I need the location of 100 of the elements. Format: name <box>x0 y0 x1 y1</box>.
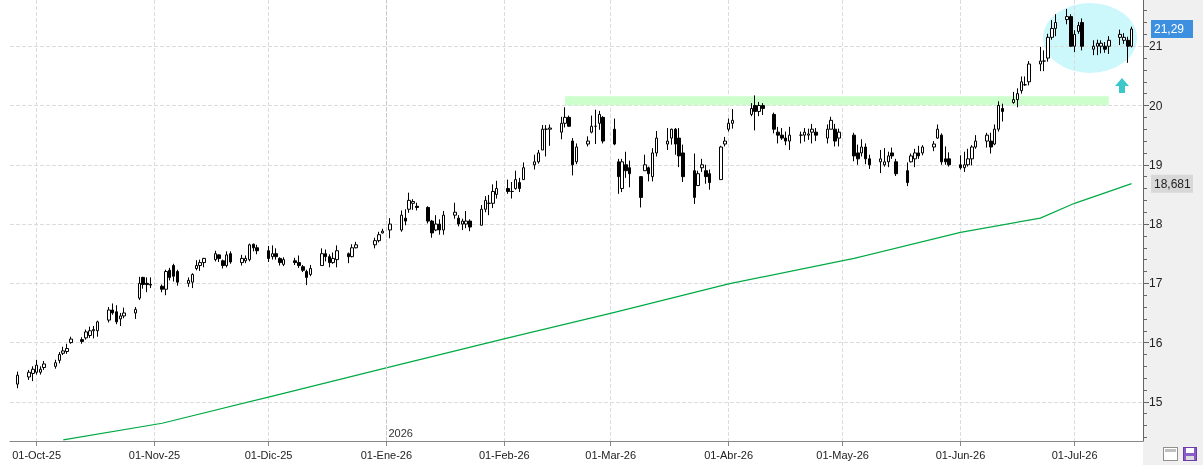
candlestick <box>92 325 95 339</box>
candlestick <box>887 151 890 168</box>
candlestick <box>1118 29 1122 46</box>
candlestick <box>69 336 73 345</box>
candlestick <box>810 123 814 144</box>
candlestick <box>1027 60 1031 86</box>
candlestick <box>328 253 331 268</box>
candlestick <box>506 179 510 195</box>
x-tick-label: 01-May-26 <box>816 448 869 461</box>
candlestick <box>271 244 274 261</box>
candlestick <box>544 124 548 157</box>
candlestick <box>84 329 88 341</box>
candlestick <box>852 132 856 162</box>
y-tick-label: 15 <box>1149 394 1163 409</box>
candlestick <box>780 127 784 141</box>
candlestick <box>442 210 445 236</box>
candlestick <box>149 276 152 289</box>
x-tick-label: 01-Jul-26 <box>1051 448 1098 461</box>
candlestick <box>719 145 723 181</box>
candlestick <box>1012 91 1015 105</box>
candlestick <box>229 250 232 265</box>
candlestick <box>959 154 962 171</box>
candlestick <box>666 127 669 151</box>
y-tick-label: 20 <box>1149 98 1163 113</box>
candlestick <box>191 272 194 289</box>
candlestick <box>803 127 806 143</box>
candlestick <box>510 181 514 200</box>
candlestick <box>966 148 970 168</box>
ref-line-label: 2026 <box>388 426 413 439</box>
candlestick <box>514 170 517 191</box>
candlestick <box>533 154 536 171</box>
candlestick <box>54 359 57 370</box>
candlestick <box>217 253 221 263</box>
x-tick-label: 01-Abr-26 <box>704 448 754 461</box>
candlestick <box>807 128 810 141</box>
candlestick <box>693 153 696 205</box>
candlestick <box>267 245 270 263</box>
candlestick <box>1016 87 1019 108</box>
candlestick <box>753 94 757 131</box>
candlestick <box>963 151 966 173</box>
candlestick <box>788 126 791 151</box>
candlestick <box>248 243 251 262</box>
y-tick-label: 21 <box>1149 39 1163 54</box>
candlestick <box>522 161 525 181</box>
candlestick <box>214 250 217 262</box>
x-tick-label: 01-Feb-26 <box>478 448 530 461</box>
candlestick <box>96 320 99 338</box>
y-tick-label: 19 <box>1149 157 1163 172</box>
candlestick <box>1069 13 1073 48</box>
candlestick <box>932 140 936 152</box>
candlestick <box>381 228 384 235</box>
candlestick <box>784 131 787 146</box>
candlestick <box>145 276 149 293</box>
candlestick <box>464 210 468 229</box>
candlestick <box>172 263 175 283</box>
candlestick <box>586 135 590 147</box>
candlestick <box>1080 17 1084 51</box>
candlestick <box>1099 39 1103 54</box>
candlestick <box>388 217 392 239</box>
candlestick <box>58 351 61 364</box>
candlestick <box>335 244 339 268</box>
candlestick <box>601 115 605 144</box>
candlestick <box>138 276 141 301</box>
candlestick <box>164 269 168 296</box>
x-tick-label: 01-Oct-25 <box>12 448 62 461</box>
candlestick <box>282 256 285 267</box>
candlestick <box>415 202 419 211</box>
candlestick <box>115 304 118 325</box>
candlestick <box>400 209 403 233</box>
candlestick <box>293 257 297 266</box>
candlestick <box>913 148 917 168</box>
candlestick <box>107 306 111 323</box>
candlestick <box>723 136 727 147</box>
candlestick <box>1039 46 1042 72</box>
candlestick <box>255 244 259 255</box>
candlestick <box>1096 39 1099 56</box>
candlestick <box>571 137 574 176</box>
x-tick-label: 01-Mar-26 <box>585 448 637 461</box>
candlestick <box>65 343 69 355</box>
candlestick <box>594 109 597 145</box>
candlestick <box>814 127 818 142</box>
candlestick <box>27 369 31 381</box>
candlestick <box>195 259 198 271</box>
x-tick-label: 01-Nov-25 <box>128 448 181 461</box>
candlestick <box>1107 35 1111 55</box>
candlestick <box>1020 75 1023 95</box>
candlestick <box>879 149 882 174</box>
candlestick <box>590 115 593 134</box>
x-tick-label: 01-Ene-26 <box>360 448 413 461</box>
candlestick <box>617 158 620 195</box>
annotation: 18,681 <box>1154 176 1192 191</box>
x-tick-label: 01-Jun-26 <box>935 448 986 461</box>
candlestick <box>297 254 301 269</box>
candlestick <box>906 161 909 187</box>
candlestick <box>225 250 228 268</box>
y-tick-label: 16 <box>1149 335 1163 350</box>
candlestick <box>134 306 137 320</box>
candlestick <box>187 276 190 288</box>
x-tick-label: 01-Dic-25 <box>244 448 293 461</box>
candlestick <box>761 102 765 116</box>
